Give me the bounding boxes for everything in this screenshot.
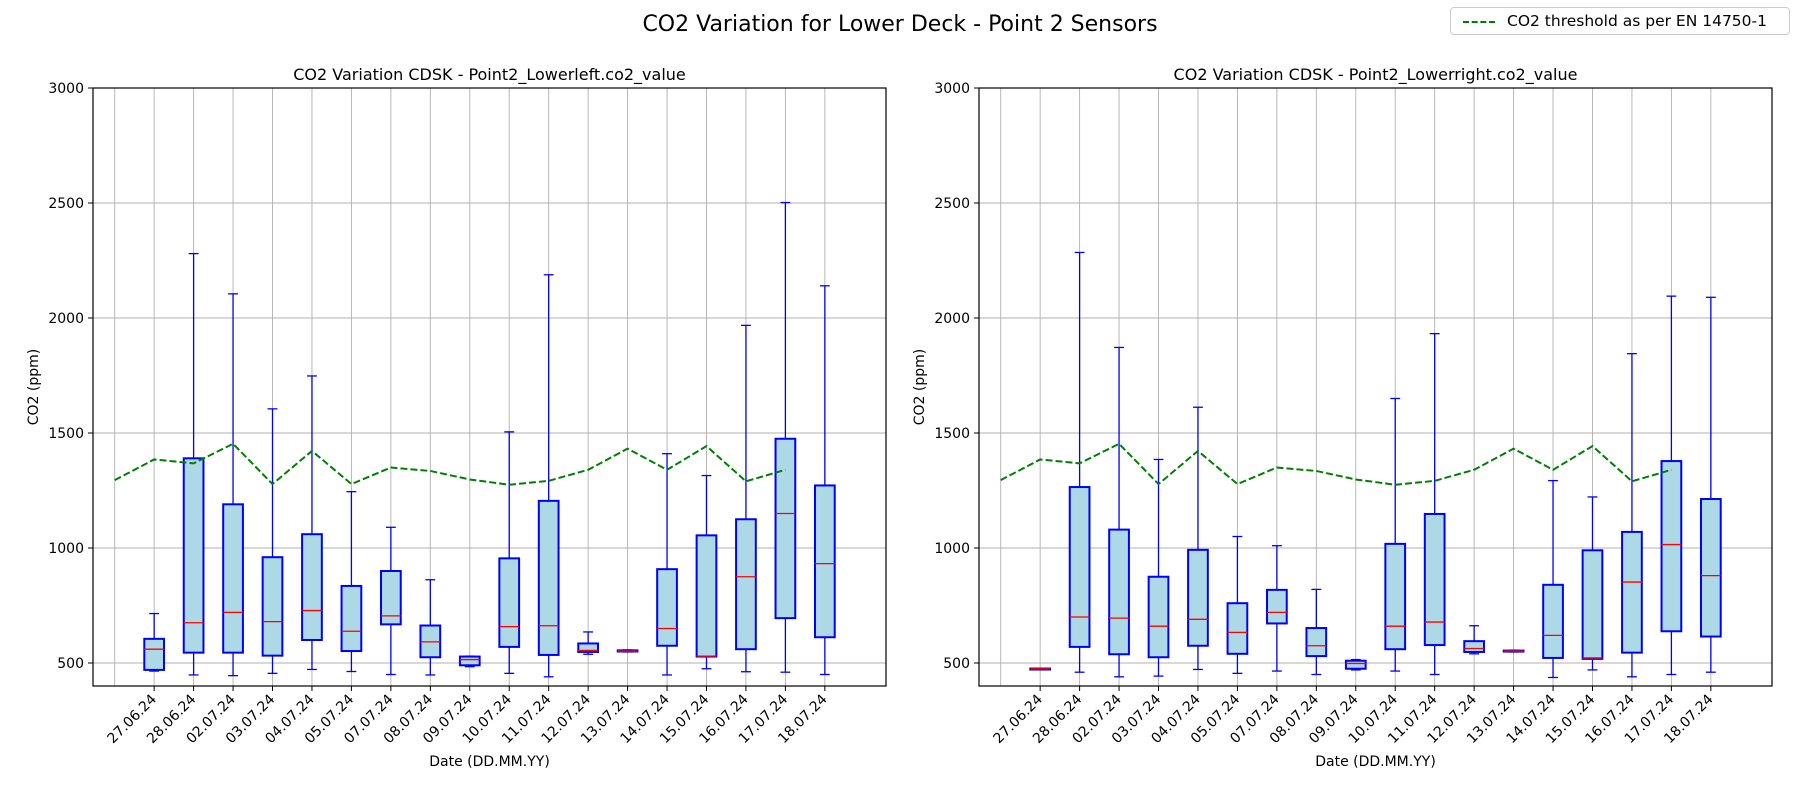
box-iqr: [1699, 498, 1722, 638]
box-iqr: [301, 533, 323, 642]
box-iqr: [261, 556, 284, 657]
box-iqr: [222, 503, 244, 654]
box-18.07.24: [813, 285, 836, 676]
box-09.07.24: [458, 655, 481, 668]
box-iqr: [1266, 588, 1288, 625]
box-iqr: [1305, 627, 1328, 658]
y-tick-label: 500: [57, 656, 84, 672]
box-07.07.24: [1266, 545, 1288, 672]
box-iqr: [695, 534, 718, 658]
y-tick-label: 2500: [934, 196, 970, 212]
box-27.06.24: [1029, 667, 1052, 671]
box-iqr: [1621, 530, 1643, 654]
y-tick-label: 1000: [934, 541, 970, 557]
box-16.07.24: [1621, 352, 1643, 678]
box-iqr: [1344, 659, 1367, 670]
box-11.07.24: [1423, 332, 1446, 676]
box-05.07.24: [340, 490, 363, 673]
box-14.07.24: [1542, 479, 1564, 679]
box-08.07.24: [1305, 588, 1328, 676]
box-14.07.24: [656, 453, 678, 676]
box-02.07.24: [1108, 346, 1130, 678]
box-27.06.24: [143, 612, 166, 672]
box-10.07.24: [1384, 397, 1407, 672]
y-axis-label: CO2 (ppm): [912, 349, 928, 426]
box-iqr: [182, 457, 205, 654]
threshold-legend-swatch: [1463, 21, 1495, 23]
box-iqr: [813, 484, 836, 639]
box-07.07.24: [380, 526, 402, 676]
box-iqr: [735, 518, 757, 651]
threshold-line: [114, 442, 786, 486]
box-iqr: [1542, 583, 1564, 659]
box-iqr: [1423, 512, 1446, 647]
box-iqr: [498, 557, 521, 648]
subplot-title: CO2 Variation CDSK - Point2_Lowerleft.co…: [293, 65, 686, 85]
x-axis-label: Date (DD.MM.YY): [429, 754, 550, 770]
plot-panel-2: 5001000150020002500300027.06.2428.06.240…: [912, 65, 1773, 770]
legend: CO2 threshold as per EN 14750-1: [1450, 7, 1790, 35]
box-iqr: [340, 584, 363, 653]
box-16.07.24: [735, 324, 757, 673]
box-17.07.24: [1660, 295, 1683, 676]
box-15.07.24: [695, 474, 718, 670]
box-12.07.24: [1463, 625, 1485, 655]
box-03.07.24: [1147, 458, 1170, 677]
box-iqr: [1581, 549, 1604, 660]
y-tick-label: 500: [943, 656, 970, 672]
box-08.07.24: [419, 579, 442, 676]
box-28.06.24: [182, 252, 205, 676]
box-iqr: [1463, 640, 1485, 653]
axes-frame: [978, 87, 1773, 687]
box-28.06.24: [1068, 251, 1091, 673]
box-09.07.24: [1344, 658, 1367, 671]
y-tick-label: 3000: [48, 81, 84, 97]
figure-title: CO2 Variation for Lower Deck - Point 2 S…: [642, 12, 1158, 37]
y-axis-label: CO2 (ppm): [26, 349, 42, 426]
box-13.07.24: [616, 649, 639, 653]
box-15.07.24: [1581, 496, 1604, 671]
y-tick-label: 1500: [934, 426, 970, 442]
box-iqr: [143, 637, 166, 671]
box-02.07.24: [222, 293, 244, 677]
plot-panel-1: 5001000150020002500300027.06.2428.06.240…: [26, 65, 887, 770]
y-tick-label: 2000: [934, 311, 970, 327]
axes-frame: [92, 87, 887, 687]
threshold-line: [1000, 442, 1672, 486]
box-iqr: [656, 568, 678, 647]
box-iqr: [537, 499, 560, 656]
y-tick-label: 2500: [48, 196, 84, 212]
box-11.07.24: [537, 274, 560, 678]
box-iqr: [458, 655, 481, 667]
box-iqr: [1108, 528, 1130, 656]
y-tick-label: 2000: [48, 311, 84, 327]
y-tick-label: 1000: [48, 541, 84, 557]
box-iqr: [1147, 575, 1170, 659]
y-tick-label: 3000: [934, 81, 970, 97]
box-05.07.24: [1226, 535, 1249, 674]
box-04.07.24: [1187, 406, 1209, 671]
box-17.07.24: [774, 201, 797, 673]
threshold-legend-label: CO2 threshold as per EN 14750-1: [1507, 12, 1767, 30]
box-iqr: [1068, 486, 1091, 648]
box-13.07.24: [1502, 649, 1525, 653]
box-iqr: [1187, 548, 1209, 647]
subplot-title: CO2 Variation CDSK - Point2_Lowerright.c…: [1174, 65, 1578, 85]
box-iqr: [1660, 460, 1683, 633]
box-iqr: [380, 570, 402, 626]
box-10.07.24: [498, 431, 521, 674]
x-axis-label: Date (DD.MM.YY): [1315, 754, 1436, 770]
box-03.07.24: [261, 408, 284, 674]
box-iqr: [577, 642, 599, 653]
box-12.07.24: [577, 631, 599, 655]
box-18.07.24: [1699, 296, 1722, 673]
box-iqr: [774, 437, 797, 620]
box-iqr: [1384, 542, 1407, 651]
box-iqr: [1226, 602, 1249, 655]
box-04.07.24: [301, 375, 323, 671]
y-tick-label: 1500: [48, 426, 84, 442]
